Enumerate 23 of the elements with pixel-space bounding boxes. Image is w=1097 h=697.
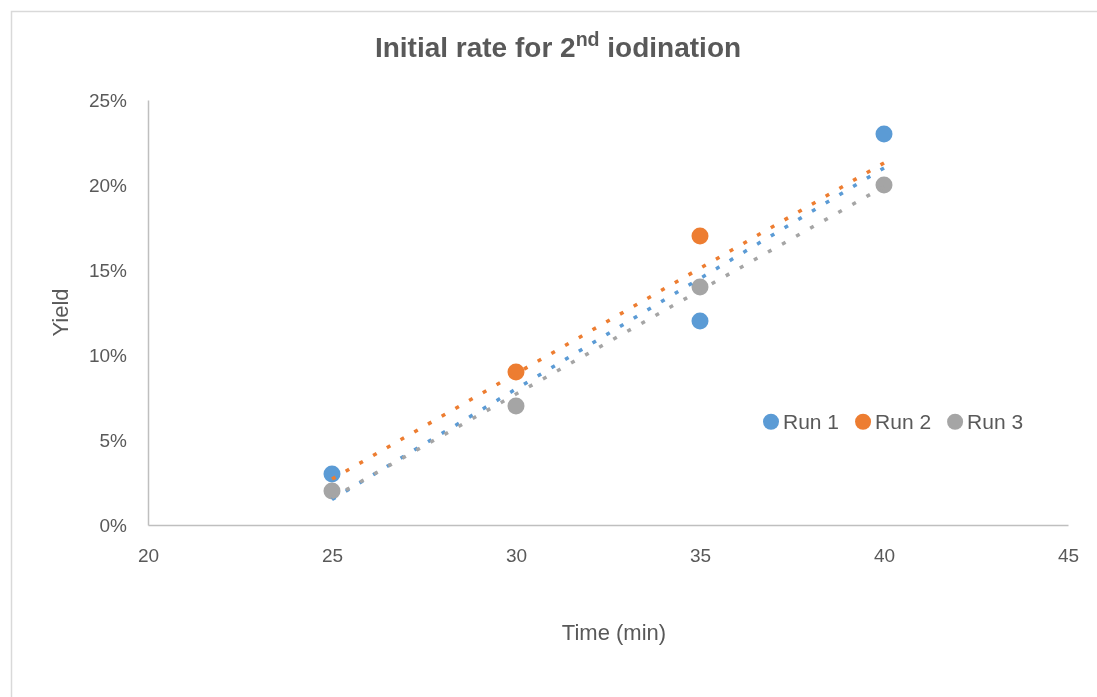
point: [507, 397, 525, 415]
point: [875, 125, 893, 143]
x-tick-label: 30: [505, 545, 528, 567]
x-tick-label: 45: [1057, 545, 1080, 567]
legend-label: Run 2: [875, 410, 932, 434]
y-tick-label: 25%: [88, 89, 128, 111]
legend-label: Run 3: [967, 410, 1024, 434]
legend-label: Run 1: [783, 410, 840, 434]
point: [691, 227, 709, 245]
y-tick-label: 0%: [99, 514, 128, 536]
point: [691, 312, 709, 330]
y-axis-title: Yield: [48, 288, 73, 337]
x-tick-label: 25: [321, 545, 344, 567]
point: [875, 176, 893, 194]
x-tick-label: 40: [873, 545, 896, 567]
x-tick-label: 35: [689, 545, 712, 567]
x-axis-title: Time (min): [561, 620, 667, 645]
y-tick-label: 15%: [88, 259, 128, 281]
y-tick-label: 10%: [88, 344, 128, 366]
y-tick-label: 20%: [88, 174, 128, 196]
x-tick-label: 20: [137, 545, 160, 567]
chart-title: Initial rate for 2$^{nd}$ iodination: [374, 28, 742, 63]
y-tick-label: 5%: [99, 429, 128, 451]
